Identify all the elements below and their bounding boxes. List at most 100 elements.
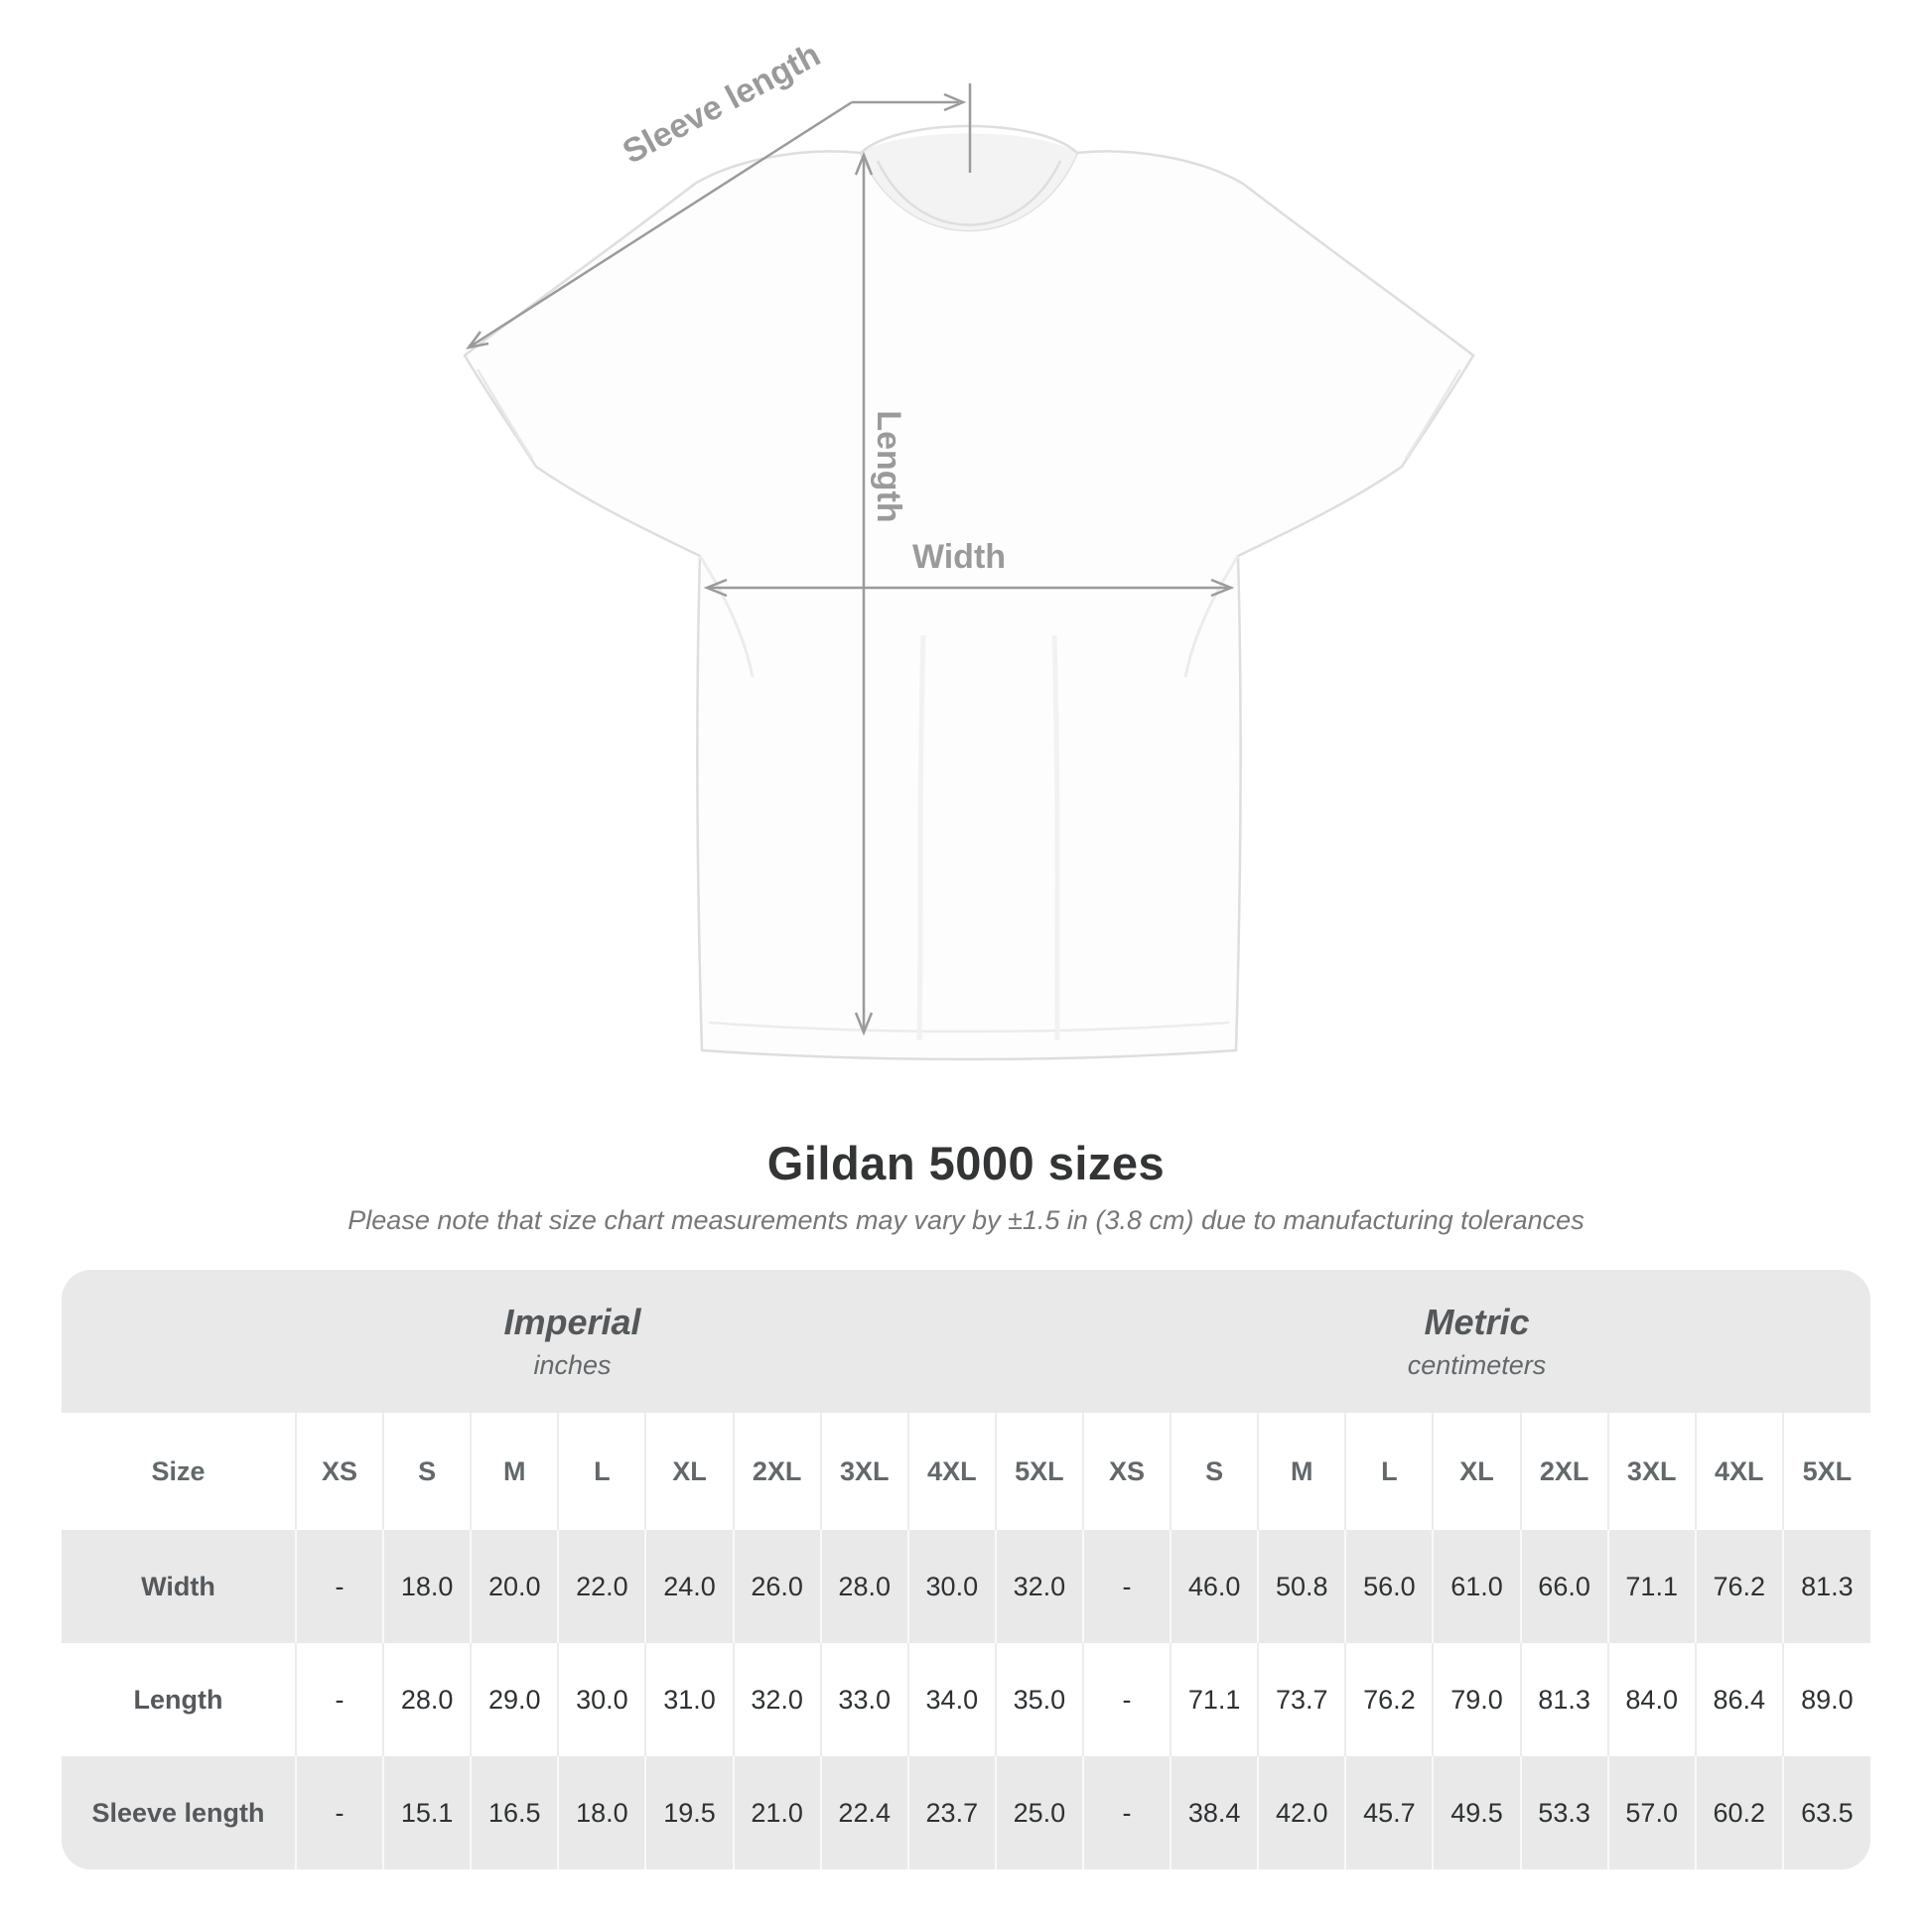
measurement-cell: 31.0 bbox=[644, 1643, 734, 1757]
measurement-cell: 34.0 bbox=[906, 1643, 996, 1757]
tshirt-body bbox=[463, 150, 1475, 1061]
size-chart-container: Imperial inches Metric centimeters Size … bbox=[62, 1270, 1870, 1870]
tshirt-measurement-diagram: Sleeve length Length Width bbox=[463, 36, 1475, 1061]
measurement-cell: 45.7 bbox=[1344, 1756, 1434, 1870]
measurement-cell: - bbox=[294, 1756, 384, 1870]
tshirt-illustration bbox=[463, 124, 1475, 1061]
bottom-hem-seam bbox=[708, 1021, 1230, 1034]
measurement-cell: 81.3 bbox=[1519, 1643, 1608, 1757]
length-label: Length bbox=[870, 410, 907, 522]
sleeve-arrow-diagonal bbox=[468, 100, 853, 349]
length-arrowhead-bottom bbox=[854, 1012, 874, 1036]
size-col-header-s: S bbox=[1170, 1413, 1259, 1531]
tshirt-diagram-svg: Sleeve length Length Width bbox=[463, 36, 1475, 1061]
tolerance-note: Please note that size chart measurements… bbox=[347, 1205, 1585, 1235]
size-header-row: Size XS S M L XL 2XL 3XL 4XL 5XL XS S M L XL 2XL 3XL 4XL… bbox=[62, 1413, 1870, 1531]
measurement-cell: 79.0 bbox=[1432, 1643, 1521, 1757]
measurement-cell: 66.0 bbox=[1519, 1530, 1608, 1644]
size-col-header-xl: XL bbox=[1432, 1413, 1521, 1531]
measurement-row-width: Width -18.0 20.0 22.0 24.0 26.0 28.0 30.0 32.0-4… bbox=[62, 1530, 1870, 1644]
unit-group-row: Imperial inches Metric centimeters bbox=[62, 1270, 1870, 1413]
measurement-cell: 28.0 bbox=[819, 1530, 908, 1644]
measurement-cell: 25.0 bbox=[994, 1756, 1083, 1870]
size-column-header: Size bbox=[62, 1413, 296, 1531]
measurement-cell: 63.5 bbox=[1781, 1756, 1870, 1870]
measurement-cell: 42.0 bbox=[1257, 1756, 1346, 1870]
imperial-label: Imperial bbox=[503, 1301, 641, 1342]
measurement-cell: 84.0 bbox=[1606, 1643, 1696, 1757]
measurement-cell: 71.1 bbox=[1170, 1643, 1259, 1757]
measurement-cell: - bbox=[1081, 1756, 1172, 1870]
measurement-cell: - bbox=[294, 1530, 384, 1644]
metric-sublabel: centimeters bbox=[1407, 1349, 1547, 1380]
length-arrowhead-top bbox=[854, 151, 874, 176]
measurement-cell: 71.1 bbox=[1606, 1530, 1696, 1644]
measurement-cell: 20.0 bbox=[470, 1530, 559, 1644]
unit-group-imperial: Imperial inches bbox=[62, 1270, 1083, 1413]
measurement-cell: 32.0 bbox=[994, 1530, 1083, 1644]
measurement-cell: 73.7 bbox=[1257, 1643, 1346, 1757]
size-col-header-3xl: 3XL bbox=[1606, 1413, 1696, 1531]
collar-inner-seam bbox=[876, 160, 1062, 226]
measurement-cell: 53.3 bbox=[1519, 1756, 1608, 1870]
measurement-cell: 56.0 bbox=[1344, 1530, 1434, 1644]
measurement-cell: 46.0 bbox=[1170, 1530, 1259, 1644]
size-col-header-l: L bbox=[557, 1413, 646, 1531]
sleeve-arrowhead-cuff bbox=[466, 331, 489, 349]
measurement-cell: 60.2 bbox=[1694, 1756, 1783, 1870]
imperial-sublabel: inches bbox=[533, 1349, 612, 1380]
measurement-cell: 16.5 bbox=[470, 1756, 559, 1870]
metric-label: Metric bbox=[1424, 1301, 1530, 1342]
unit-group-metric: Metric centimeters bbox=[1083, 1270, 1870, 1413]
size-col-header-3xl: 3XL bbox=[819, 1413, 908, 1531]
measurement-cell: 61.0 bbox=[1432, 1530, 1521, 1644]
size-col-header-m: M bbox=[1257, 1413, 1346, 1531]
measurement-cell: 23.7 bbox=[906, 1756, 996, 1870]
measurement-cell: 49.5 bbox=[1432, 1756, 1521, 1870]
underarm-crease-left bbox=[698, 555, 755, 678]
row-label: Sleeve length bbox=[91, 1797, 265, 1828]
measurement-cell: 18.0 bbox=[557, 1756, 646, 1870]
measurement-cell: 18.0 bbox=[382, 1530, 472, 1644]
fabric-fold bbox=[1051, 634, 1060, 1041]
measurement-cell: 50.8 bbox=[1257, 1530, 1346, 1644]
size-col-header-2xl: 2XL bbox=[1519, 1413, 1608, 1531]
size-col-header-4xl: 4XL bbox=[1694, 1413, 1783, 1531]
row-label: Length bbox=[133, 1684, 223, 1715]
width-arrowhead-left bbox=[703, 578, 728, 598]
measurement-cell: 30.0 bbox=[557, 1643, 646, 1757]
measurement-cell: 30.0 bbox=[906, 1530, 996, 1644]
measurement-cell: 21.0 bbox=[732, 1756, 821, 1870]
measurement-cell: - bbox=[294, 1643, 384, 1757]
measurement-cell: 76.2 bbox=[1694, 1530, 1783, 1644]
width-label: Width bbox=[912, 538, 1006, 576]
measurement-cell: 35.0 bbox=[994, 1643, 1083, 1757]
measurement-cell: 89.0 bbox=[1781, 1643, 1870, 1757]
measurement-row-length: Length -28.0 29.0 30.0 31.0 32.0 33.0 34.0 35.0-… bbox=[62, 1643, 1870, 1757]
measurement-cell: 19.5 bbox=[644, 1756, 734, 1870]
measurement-cell: 26.0 bbox=[732, 1530, 821, 1644]
measurement-cell: 29.0 bbox=[470, 1643, 559, 1757]
measurement-cell: - bbox=[1081, 1530, 1172, 1644]
size-col-header-4xl: 4XL bbox=[906, 1413, 996, 1531]
size-col-header-xs: XS bbox=[294, 1413, 384, 1531]
page-title: Gildan 5000 sizes bbox=[766, 1137, 1166, 1189]
measurement-annotations bbox=[466, 83, 1235, 1036]
measurement-cell: 22.4 bbox=[819, 1756, 908, 1870]
measurement-cell: 81.3 bbox=[1781, 1530, 1870, 1644]
fabric-fold bbox=[916, 634, 926, 1041]
measurement-cell: 38.4 bbox=[1170, 1756, 1259, 1870]
size-col-header-m: M bbox=[470, 1413, 559, 1531]
size-col-header-l: L bbox=[1344, 1413, 1434, 1531]
measurement-cell: 22.0 bbox=[557, 1530, 646, 1644]
sleeve-arrowhead-right bbox=[943, 92, 967, 112]
measurement-cell: 32.0 bbox=[732, 1643, 821, 1757]
measurement-row-sleeve-length: Sleeve length -15.1 16.5 18.0 19.5 21.0 22.4 23… bbox=[62, 1756, 1870, 1870]
right-sleeve-hem-seam bbox=[1404, 368, 1462, 460]
width-arrowhead-right bbox=[1210, 578, 1235, 598]
measurement-cell: 15.1 bbox=[382, 1756, 472, 1870]
size-chart-table: Imperial inches Metric centimeters Size … bbox=[62, 1270, 1870, 1870]
size-col-header-xs: XS bbox=[1081, 1413, 1172, 1531]
measurement-cell: - bbox=[1081, 1643, 1172, 1757]
